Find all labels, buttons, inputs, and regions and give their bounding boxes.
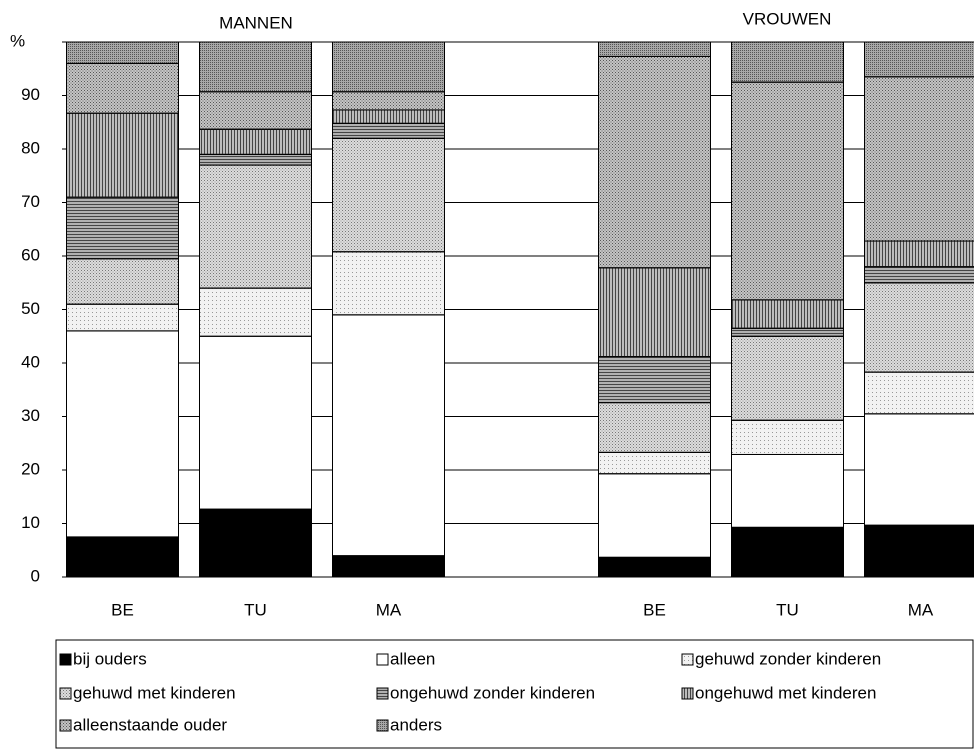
bar-pattern xyxy=(332,41,445,93)
group-label: VROUWEN xyxy=(743,9,832,28)
bar-pattern xyxy=(199,153,312,166)
y-tick-label: 80 xyxy=(21,138,40,157)
bar-pattern xyxy=(864,76,974,242)
bar-pattern xyxy=(66,41,179,64)
bar-pattern xyxy=(332,122,445,139)
bar-pattern xyxy=(332,109,445,124)
bar-pattern xyxy=(731,41,844,83)
legend-pattern xyxy=(376,687,389,700)
bar-segment xyxy=(199,335,312,510)
bar-pattern xyxy=(864,240,974,268)
x-tick-label: MA xyxy=(908,600,934,619)
legend-pattern xyxy=(376,719,389,732)
bar-pattern xyxy=(598,267,711,358)
group-label: MANNEN xyxy=(219,13,293,32)
y-tick-label: 10 xyxy=(21,513,40,532)
bar-segment xyxy=(332,555,445,578)
legend-label: alleen xyxy=(390,649,435,668)
y-tick-label: 90 xyxy=(21,85,40,104)
bar-pattern xyxy=(199,41,312,93)
legend-swatch xyxy=(376,653,389,666)
legend-label: alleenstaande ouder xyxy=(73,715,227,734)
y-tick-label: 40 xyxy=(21,352,40,371)
bar-pattern xyxy=(199,91,312,130)
bar-pattern xyxy=(66,62,179,114)
bar-pattern xyxy=(864,371,974,415)
bar-pattern xyxy=(731,335,844,421)
bar-segment xyxy=(332,314,445,557)
bar-segment xyxy=(66,330,179,538)
bar-segment xyxy=(864,413,974,526)
bar-pattern xyxy=(731,299,844,329)
bar-pattern xyxy=(731,419,844,455)
legend-pattern xyxy=(681,687,694,700)
x-tick-label: BE xyxy=(643,600,666,619)
bar-pattern xyxy=(332,251,445,316)
legend-swatch xyxy=(59,653,72,666)
bar-pattern xyxy=(66,303,179,332)
legend-label: ongehuwd met kinderen xyxy=(695,683,876,702)
bar-pattern xyxy=(66,258,179,305)
legend-label: gehuwd zonder kinderen xyxy=(695,649,881,668)
bar-pattern xyxy=(731,81,844,301)
bar-pattern xyxy=(598,356,711,404)
x-tick-label: MA xyxy=(376,600,402,619)
bar-pattern xyxy=(332,91,445,111)
bar-pattern xyxy=(598,41,711,57)
bar-pattern xyxy=(864,282,974,373)
bar-pattern xyxy=(598,451,711,475)
bar-pattern xyxy=(864,41,974,78)
bar-pattern xyxy=(598,55,711,269)
bar-segment xyxy=(731,453,844,528)
y-tick-label: 70 xyxy=(21,192,40,211)
y-tick-label: 0 xyxy=(31,566,40,585)
legend-label: gehuwd met kinderen xyxy=(73,683,236,702)
x-tick-label: TU xyxy=(244,600,267,619)
bar-pattern xyxy=(731,327,844,337)
bar-pattern xyxy=(199,128,312,155)
legend-label: anders xyxy=(390,715,442,734)
bar-segment xyxy=(598,473,711,558)
bar-pattern xyxy=(66,112,179,198)
y-tick-label: 60 xyxy=(21,245,40,264)
y-tick-label: % xyxy=(10,31,25,50)
bar-pattern xyxy=(864,266,974,284)
bar-pattern xyxy=(598,402,711,453)
x-tick-label: BE xyxy=(111,600,134,619)
bar-segment xyxy=(731,526,844,578)
bar-pattern xyxy=(332,137,445,253)
y-tick-label: 30 xyxy=(21,406,40,425)
x-tick-label: TU xyxy=(776,600,799,619)
y-tick-label: 20 xyxy=(21,459,40,478)
legend-box xyxy=(55,639,974,749)
legend-pattern xyxy=(59,719,72,732)
bar-segment xyxy=(66,536,179,578)
legend-label: bij ouders xyxy=(73,649,147,668)
legend-label: ongehuwd zonder kinderen xyxy=(390,683,595,702)
legend-pattern xyxy=(681,653,694,666)
bar-segment xyxy=(598,556,711,578)
bar-segment xyxy=(864,524,974,578)
bar-pattern xyxy=(66,196,179,260)
bar-pattern xyxy=(199,287,312,337)
bar-pattern xyxy=(199,164,312,289)
legend-pattern xyxy=(59,687,72,700)
bar-segment xyxy=(199,508,312,578)
y-tick-label: 50 xyxy=(21,299,40,318)
